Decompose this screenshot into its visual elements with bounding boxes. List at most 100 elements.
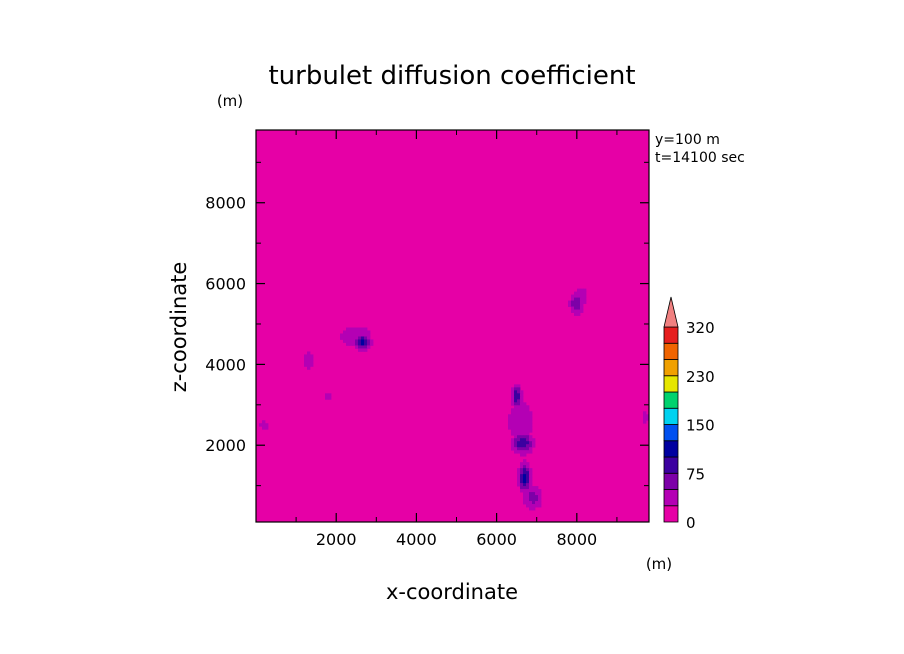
field-cell [520,453,524,457]
field-cell [526,444,530,448]
field-cell [520,450,524,454]
field-cell [523,429,527,433]
field-cell [529,492,533,496]
field-cell [511,408,515,412]
field-cell [346,330,350,334]
field-cell [529,414,533,418]
field-cell [529,489,533,493]
field-cell [643,417,647,421]
field-cell [526,411,530,415]
field-cell [532,492,536,496]
field-cell [577,303,581,307]
field-cell [511,432,515,436]
field-cell [520,417,524,421]
field-cell [517,393,521,397]
colorbar-tick-label: 230 [686,368,715,386]
field-cell [580,309,584,313]
field-cell [343,333,347,337]
field-cell [517,432,521,436]
field-cell [520,438,524,442]
field-cell [517,384,521,388]
field-cell [340,333,344,337]
field-cell [352,330,356,334]
field-cell [310,357,314,361]
field-cell [367,339,371,343]
field-cell [508,426,512,430]
colorbar-segment [663,375,679,393]
field-cell [568,303,572,307]
field-cell [571,306,575,310]
field-cell [265,426,269,430]
field-cell [355,342,359,346]
field-cell [349,339,353,343]
y-axis-unit: (m) [217,92,243,110]
field-cell [526,480,530,484]
colorbar-segment [663,440,679,458]
field-cell [577,288,581,292]
field-cell [526,414,530,418]
field-cell [526,471,530,475]
field-cell [517,411,521,415]
field-cell [580,291,584,295]
field-cell [520,399,524,403]
field-cell [526,450,530,454]
field-cell [520,405,524,409]
field-cell [349,333,353,337]
field-cell [511,387,515,391]
field-cell [358,342,362,346]
field-cell [367,342,371,346]
field-cell [364,336,368,340]
field-cell [511,429,515,433]
field-cell [514,405,518,409]
field-cell [511,417,515,421]
field-cell [517,468,521,472]
field-cell [355,327,359,331]
field-cell [523,468,527,472]
field-cell [523,408,527,412]
field-cell [523,480,527,484]
field-cell [520,447,524,451]
y-axis-label: z-coordinate [167,262,191,393]
field-cell [310,360,314,364]
annotation-y-position: y=100 m [655,132,720,148]
colorbar-segment [663,456,679,474]
field-cell [523,435,527,439]
field-cell [520,477,524,481]
field-cell [520,441,524,445]
x-tick-label: 4000 [396,530,437,549]
colorbar-segment [663,472,679,490]
field-cell [526,447,530,451]
field-cell [523,459,527,463]
field-cell [364,327,368,331]
field-cell [523,489,527,493]
field-cell [523,474,527,478]
field-cell [523,501,527,505]
field-cell [529,477,533,481]
field-cell [514,420,518,424]
field-cell [343,336,347,340]
field-cell [535,501,539,505]
field-cell [517,387,521,391]
field-cell [520,396,524,400]
field-cell [514,411,518,415]
field-cell [577,294,581,298]
field-cell [307,360,311,364]
field-cell [523,495,527,499]
field-cell [532,486,536,490]
field-cell [523,486,527,490]
field-cell [364,348,368,352]
field-cell [514,432,518,436]
field-cell [340,336,344,340]
field-cell [520,414,524,418]
field-cell [526,441,530,445]
field-cell [529,471,533,475]
field-cell [526,417,530,421]
field-cell [349,336,353,340]
field-cell [367,336,371,340]
field-cell [517,438,521,442]
field-cell [343,339,347,343]
field-cell [355,336,359,340]
field-cell [520,411,524,415]
field-cell [517,471,521,475]
field-cell [532,489,536,493]
